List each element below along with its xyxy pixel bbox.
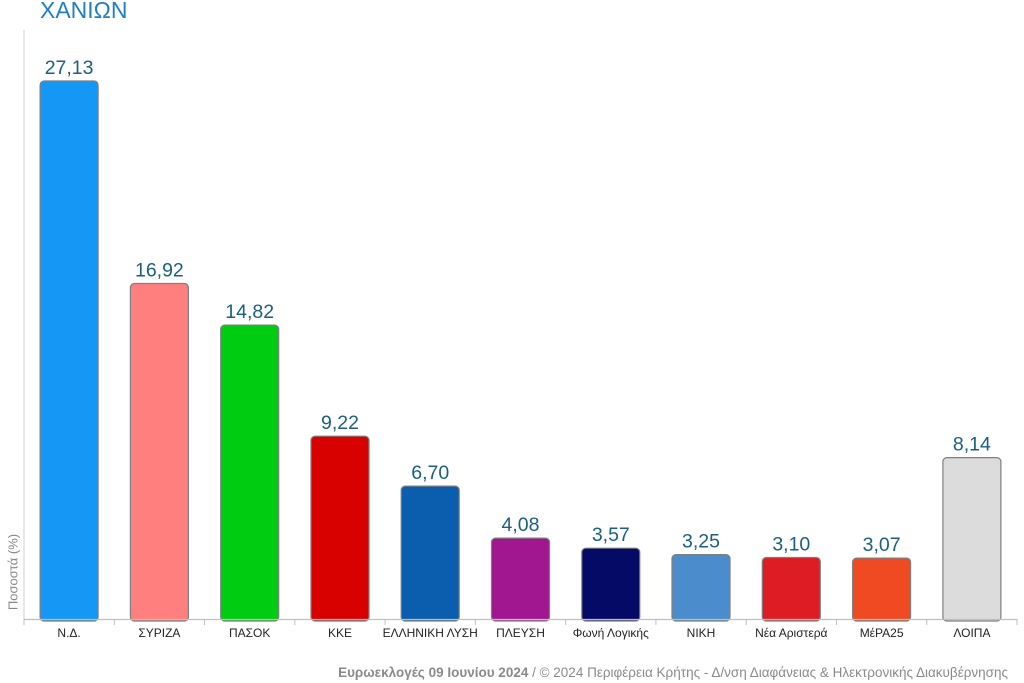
bar-6 — [490, 537, 551, 622]
value-label-7: 3,57 — [592, 524, 630, 546]
bar-10 — [851, 557, 912, 622]
value-label-6: 4,08 — [502, 514, 540, 536]
value-label-4: 9,22 — [321, 412, 359, 434]
bar-2 — [129, 282, 189, 622]
bar-1 — [39, 80, 99, 622]
value-label-10: 3,07 — [863, 534, 901, 556]
footer-credit: Ευρωεκλογές 09 Ιουνίου 2024 / © 2024 Περ… — [0, 665, 1008, 680]
bar-4 — [310, 435, 370, 622]
category-label-11: ΛΟΙΠΑ — [953, 626, 990, 640]
value-label-1: 27,13 — [45, 57, 94, 79]
value-label-11: 8,14 — [953, 434, 991, 456]
bar-8 — [671, 553, 731, 622]
value-label-3: 14,82 — [225, 301, 274, 323]
category-label-5: ΕΛΛΗΝΙΚΗ ΛΥΣΗ — [383, 626, 478, 640]
bar-5 — [400, 485, 460, 622]
chart-title: ΧΑΝΙΩΝ — [40, 0, 128, 23]
category-label-10: ΜέΡΑ25 — [860, 626, 904, 640]
bar-9 — [761, 556, 821, 622]
value-label-8: 3,25 — [682, 531, 720, 553]
category-label-9: Νέα Αριστερά — [755, 626, 827, 640]
footer-copyright: / © 2024 Περιφέρεια Κρήτης - Δ/νση Διαφά… — [528, 665, 1008, 680]
bar-11 — [942, 457, 1002, 622]
category-label-1: Ν.Δ. — [57, 626, 80, 640]
value-label-2: 16,92 — [135, 260, 184, 282]
category-label-2: ΣΥΡΙΖΑ — [138, 626, 180, 640]
value-label-9: 3,10 — [772, 534, 810, 556]
category-label-8: ΝΙΚΗ — [687, 626, 716, 640]
value-label-5: 6,70 — [411, 462, 449, 484]
category-label-6: ΠΛΕΥΣΗ — [496, 626, 545, 640]
category-label-7: Φωνή Λογικής — [573, 626, 649, 640]
category-label-3: ΠΑΣΟΚ — [229, 626, 270, 640]
bar-3 — [220, 324, 280, 622]
category-label-4: ΚΚΕ — [328, 626, 352, 640]
bar-7 — [581, 547, 641, 622]
footer-election-title: Ευρωεκλογές 09 Ιουνίου 2024 — [338, 665, 529, 680]
